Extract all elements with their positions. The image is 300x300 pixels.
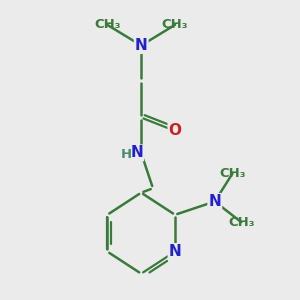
Text: CH₃: CH₃	[228, 216, 254, 229]
Text: N: N	[135, 38, 148, 53]
Text: N: N	[208, 194, 221, 209]
Text: N: N	[130, 146, 143, 160]
Text: CH₃: CH₃	[219, 167, 246, 180]
Text: CH₃: CH₃	[94, 18, 121, 32]
Text: H: H	[120, 148, 131, 161]
Text: O: O	[169, 123, 182, 138]
Text: CH₃: CH₃	[162, 18, 188, 32]
Text: N: N	[169, 244, 182, 259]
